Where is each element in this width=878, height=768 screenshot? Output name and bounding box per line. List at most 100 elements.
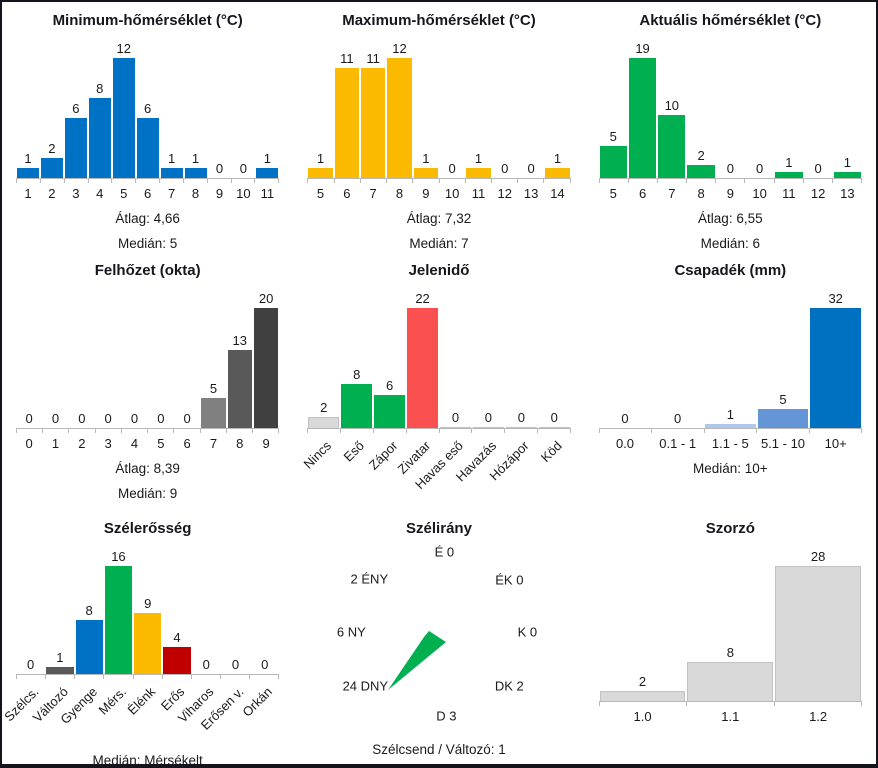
- panel-multiplier: Szorzó 2 8 28 1.0 1.1 1.2: [585, 510, 876, 764]
- x-axis-label: Nincs: [301, 433, 340, 497]
- bar-value-label: 4: [173, 630, 181, 645]
- bar-value-label: 1: [316, 151, 325, 166]
- x-axis-label-text: 0.1 - 1: [659, 436, 697, 451]
- bar-value-label: 8: [353, 367, 361, 382]
- bar: [545, 168, 570, 178]
- x-axis-label-text: 10: [444, 186, 460, 201]
- x-axis-label: 5: [307, 183, 333, 201]
- bar: [112, 58, 135, 178]
- x-axis-labels: 0 1 2 3 4 5 6 7 8 9: [16, 433, 279, 451]
- x-axis-label-text: Eső: [340, 438, 368, 465]
- bar-value-label: 0: [621, 411, 629, 426]
- x-axis-label: 6: [628, 183, 657, 201]
- wind-dir-label-south: D 3: [436, 708, 457, 724]
- chart-stats: Medián: Mérsékelt: [8, 748, 287, 764]
- bar-column: 0: [231, 161, 255, 178]
- bar-column: 19: [628, 41, 657, 178]
- x-axis-label: 9: [208, 183, 232, 201]
- bar-column: 6: [136, 101, 160, 178]
- bar: [160, 168, 183, 178]
- bar: [757, 409, 809, 428]
- bar-value-label: 0: [517, 410, 525, 425]
- tick-mark: [16, 675, 47, 679]
- wind-dir-label-northeast: ÉK 0: [495, 572, 524, 588]
- bar: [360, 68, 386, 178]
- bar-column: 9: [133, 596, 162, 674]
- bar-column: 20: [253, 291, 279, 428]
- bar-column: 0: [492, 161, 518, 178]
- tick-mark: [687, 702, 775, 706]
- x-axis-label: 2: [40, 183, 64, 201]
- x-axis-label-text: Nincs: [300, 438, 335, 472]
- bar-column: 1: [413, 151, 439, 178]
- bar-column: 1: [774, 155, 803, 178]
- bar-value-label: 9: [144, 596, 152, 611]
- bar: [687, 662, 774, 701]
- bar-value-label: 11: [366, 51, 380, 66]
- bar-column: 0: [121, 411, 147, 428]
- bar: [253, 308, 279, 428]
- chart-title: Minimum-hőmérséklet (°C): [52, 12, 243, 29]
- stat-line: Átlag: 7,32: [406, 211, 472, 226]
- bar: [88, 98, 111, 178]
- x-axis-label-text: 5: [316, 186, 325, 201]
- chart-title: Maximum-hőmérséklet (°C): [342, 12, 536, 29]
- bar-column: 0: [716, 161, 745, 178]
- axis-ticks: [598, 179, 863, 183]
- x-axis-label-text: 12: [810, 186, 826, 201]
- bar-value-label: 0: [215, 161, 224, 176]
- axis-ticks: [598, 702, 863, 706]
- bar-value-label: 16: [111, 549, 126, 564]
- bar: [184, 168, 207, 178]
- bar: [17, 168, 39, 178]
- stat-line: Medián: 5: [118, 236, 178, 251]
- panel-current-temperature: Aktuális hőmérséklet (°C) 5 19 10 2 0 0 1 0 1 5 6 7…: [585, 2, 876, 252]
- tick-mark: [374, 429, 407, 433]
- x-axis-label-text: 6: [183, 436, 191, 451]
- panel-present-weather: Jelenidő 2 8 6 22 0 0 0 0 Nincs Eső Zápor Zivatar Ha…: [293, 252, 584, 510]
- tick-mark: [112, 179, 137, 183]
- bar: [374, 395, 406, 428]
- x-axis-label: 1: [16, 183, 40, 201]
- bar-column: 11: [360, 51, 386, 178]
- tick-mark: [757, 429, 810, 433]
- tick-mark: [335, 179, 361, 183]
- bar-column: 1: [465, 151, 491, 178]
- x-axis-label-text: 5: [609, 186, 617, 201]
- wind-dir-label-northwest: 2 ÉNY: [350, 571, 389, 587]
- tick-mark: [184, 179, 208, 183]
- wind-rose-petal-svg: [388, 631, 447, 690]
- bar-column: 0: [16, 657, 45, 674]
- tick-mark: [413, 179, 440, 183]
- x-axis-label: 4: [88, 183, 112, 201]
- bar-value-label: 1: [191, 151, 200, 166]
- bar-value-label: 1: [474, 151, 483, 166]
- tick-mark: [466, 179, 492, 183]
- bar-column: 0: [599, 411, 652, 428]
- bar-column: 0: [42, 411, 68, 428]
- stat-line: Átlag: 6,55: [698, 211, 763, 226]
- bar-value-label: 0: [25, 411, 33, 426]
- axis-ticks: [16, 429, 280, 433]
- x-axis-label-text: 13: [840, 186, 855, 201]
- wind-dir-label-southeast: DK 2: [494, 678, 524, 694]
- bar-column: 22: [406, 291, 439, 428]
- bar-value-label: 0: [157, 411, 165, 426]
- tick-mark: [250, 675, 280, 679]
- tick-mark: [629, 179, 658, 183]
- x-axis-label: 6: [174, 433, 200, 451]
- bar-column: 32: [809, 291, 862, 428]
- bar-column: 0: [221, 657, 250, 674]
- bar-column: 8: [686, 645, 774, 701]
- bar: [334, 68, 359, 178]
- x-axis-labels: 5 6 7 8 9 10 11 12 13 14: [307, 183, 570, 201]
- plot-area: 1 11 11 12 1 0 1 0 0 1: [307, 40, 571, 179]
- x-axis-label: Orkán: [240, 679, 279, 743]
- stat-line: Medián: 10+: [692, 461, 768, 476]
- wind-dir-label-west: 6 NY: [336, 624, 366, 640]
- x-axis-label-text: 7: [167, 186, 176, 201]
- bar-value-label: 0: [104, 411, 112, 426]
- bar-value-label: 5: [609, 129, 617, 144]
- x-axis-label: 9: [413, 183, 439, 201]
- x-axis-label: 10+: [809, 433, 862, 451]
